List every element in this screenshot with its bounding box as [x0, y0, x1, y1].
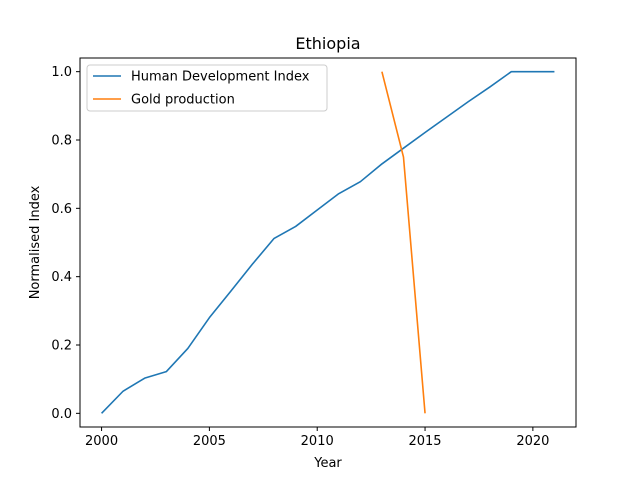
legend-label: Gold production: [131, 93, 235, 108]
x-tick-label: 2000: [85, 434, 118, 449]
y-axis: 0.0 0.2 0.4 0.6 0.8 1.0: [51, 65, 80, 422]
x-axis: 2000 2005 2010 2015 2020: [85, 427, 549, 449]
legend-label: Human Development Index: [131, 70, 310, 85]
series-line-hdi: [100, 70, 555, 414]
x-tick-label: 2015: [408, 434, 441, 449]
x-axis-label: Year: [313, 456, 342, 471]
legend-box: [86, 64, 328, 112]
plot-area: [100, 70, 555, 414]
chart-title: Ethiopia: [295, 34, 360, 53]
x-tick-label: 2005: [193, 434, 226, 449]
plot-frame: [79, 57, 577, 428]
y-tick-label: 0.4: [51, 270, 72, 285]
series-line-gold-production: [381, 71, 426, 414]
y-tick-label: 0.8: [51, 134, 72, 149]
legend: Human Development Index Gold production: [86, 64, 328, 112]
y-tick-label: 1.0: [51, 65, 72, 80]
y-tick-label: 0.2: [51, 339, 72, 354]
x-tick-label: 2010: [301, 434, 334, 449]
y-axis-label: Normalised Index: [28, 185, 43, 299]
x-tick-label: 2020: [516, 434, 549, 449]
y-tick-label: 0.0: [51, 407, 72, 422]
y-tick-label: 0.6: [51, 202, 72, 217]
